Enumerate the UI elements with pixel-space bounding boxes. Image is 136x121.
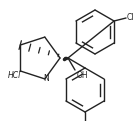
- Text: HCl: HCl: [7, 71, 21, 79]
- Text: Cl: Cl: [127, 14, 135, 23]
- Text: N: N: [43, 74, 49, 83]
- Text: OH: OH: [77, 71, 89, 80]
